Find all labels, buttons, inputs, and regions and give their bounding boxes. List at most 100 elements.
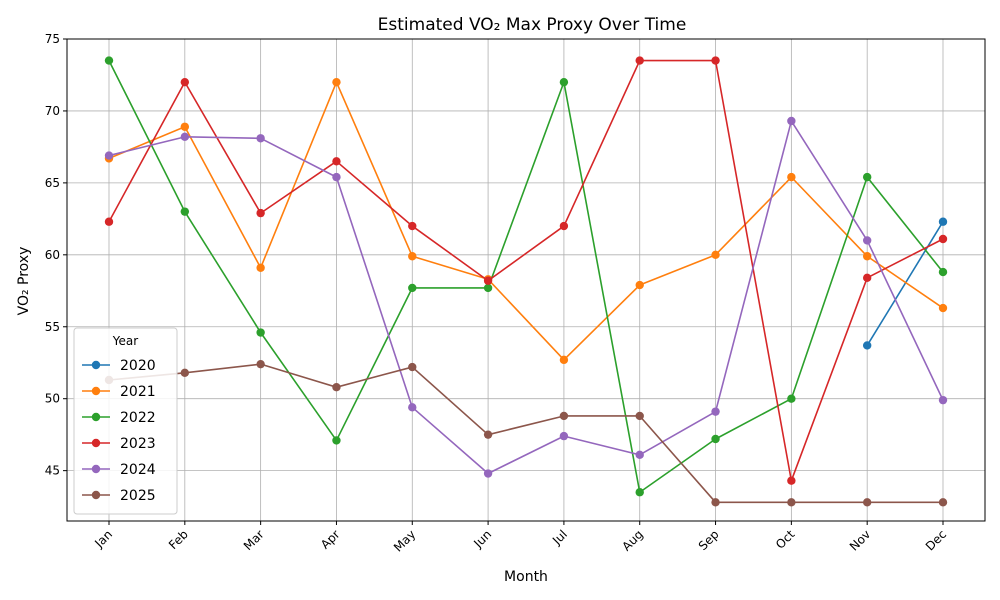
data-point-2023 (104, 217, 114, 226)
data-point-2022 (256, 328, 265, 337)
y-tick-label: 70 (45, 104, 60, 118)
series-line-2022 (108, 60, 944, 494)
x-tick-label: Aug (619, 527, 645, 553)
chart-title: Estimated VO₂ Max Proxy Over Time (378, 15, 687, 35)
data-point-2023 (938, 234, 948, 244)
data-point-2022 (711, 434, 720, 444)
data-point-2022 (787, 394, 796, 403)
legend-marker (91, 412, 101, 422)
x-axis: Jan Feb Mar Apr May Jun Jul Aug Sep Oct Nov Dec (91, 521, 949, 555)
data-point-2024 (711, 407, 720, 416)
series-line-2023 (108, 59, 944, 482)
data-point-2024 (787, 116, 796, 126)
legend-item-2025: 2025 (82, 488, 156, 504)
series-layer (104, 56, 948, 507)
data-point-2021 (256, 263, 265, 272)
legend-item-2022: 2022 (82, 410, 156, 426)
y-tick-label: 60 (45, 248, 60, 262)
series-2025 (104, 359, 948, 507)
grid-lines (67, 38, 985, 521)
data-point-2025 (711, 498, 720, 507)
legend-label: 2020 (120, 358, 156, 374)
data-point-2021 (862, 252, 872, 261)
data-point-2025 (635, 411, 644, 421)
legend-title: Year (112, 334, 138, 348)
legend-label: 2023 (120, 436, 156, 452)
data-point-2023 (180, 77, 190, 87)
data-point-2021 (559, 355, 569, 365)
x-tick-label: Jun (470, 527, 494, 551)
data-point-2025 (787, 498, 796, 507)
data-point-2023 (862, 273, 872, 283)
data-point-2025 (938, 498, 948, 507)
y-tick-label: 75 (45, 32, 60, 46)
legend-item-2021: 2021 (82, 384, 156, 400)
x-tick-label: Mar (241, 527, 267, 553)
data-point-2023 (635, 56, 644, 65)
data-point-2023 (787, 476, 796, 485)
data-point-2023 (408, 221, 417, 231)
y-tick-label: 45 (45, 464, 60, 478)
data-point-2020 (862, 341, 872, 350)
data-point-2023 (256, 208, 265, 218)
series-line-2024 (108, 120, 944, 475)
plot-frame (66, 38, 986, 522)
data-point-2023 (483, 276, 493, 285)
data-point-2024 (559, 431, 569, 441)
data-point-2024 (332, 172, 341, 182)
series-2022 (104, 56, 948, 497)
data-point-2022 (408, 283, 417, 293)
data-point-2025 (180, 368, 190, 378)
data-point-2021 (635, 280, 644, 290)
x-tick-label: May (391, 527, 418, 554)
data-point-2022 (862, 172, 872, 182)
x-tick-label: Nov (847, 527, 873, 553)
series-line-2020 (866, 221, 944, 346)
y-tick-label: 55 (45, 320, 60, 334)
data-point-2021 (711, 250, 720, 260)
data-point-2021 (180, 122, 190, 131)
legend-marker (91, 464, 101, 474)
data-point-2024 (408, 403, 417, 412)
data-point-2023 (711, 56, 720, 65)
legend-marker (91, 360, 101, 370)
legend-label: 2025 (120, 488, 156, 504)
data-point-2025 (256, 359, 265, 369)
data-point-2020 (938, 217, 948, 226)
series-2023 (104, 56, 948, 485)
data-point-2022 (938, 267, 948, 277)
x-axis-label: Month (504, 569, 548, 585)
series-2020 (862, 217, 948, 350)
data-point-2021 (408, 252, 417, 261)
series-line-2021 (108, 81, 944, 361)
data-point-2022 (332, 436, 341, 445)
data-point-2024 (483, 469, 493, 478)
data-point-2022 (635, 488, 644, 497)
legend-item-2024: 2024 (82, 462, 156, 478)
legend-label: 2021 (120, 384, 156, 400)
legend: Year 2020 2021 2022 2023 2024 2025 (73, 327, 178, 515)
data-point-2024 (862, 236, 872, 245)
data-point-2025 (559, 411, 569, 421)
series-2021 (104, 77, 948, 365)
y-axis: 45 50 55 60 65 70 75 (45, 32, 67, 478)
data-point-2022 (483, 283, 493, 293)
data-point-2021 (787, 172, 796, 182)
legend-marker (91, 438, 101, 448)
series-2024 (104, 116, 948, 478)
y-axis-label: VO₂ Proxy (16, 247, 32, 316)
legend-item-2020: 2020 (82, 358, 156, 374)
x-tick-label: Feb (166, 527, 191, 552)
data-point-2022 (104, 56, 114, 65)
x-tick-label: Jul (549, 527, 570, 548)
legend-marker (91, 490, 101, 500)
data-point-2025 (862, 498, 872, 507)
legend-label: 2024 (120, 462, 156, 478)
data-point-2025 (408, 362, 417, 372)
y-tick-label: 65 (45, 176, 60, 190)
data-point-2022 (559, 77, 569, 87)
x-tick-label: Sep (696, 527, 722, 553)
data-point-2025 (483, 430, 493, 439)
